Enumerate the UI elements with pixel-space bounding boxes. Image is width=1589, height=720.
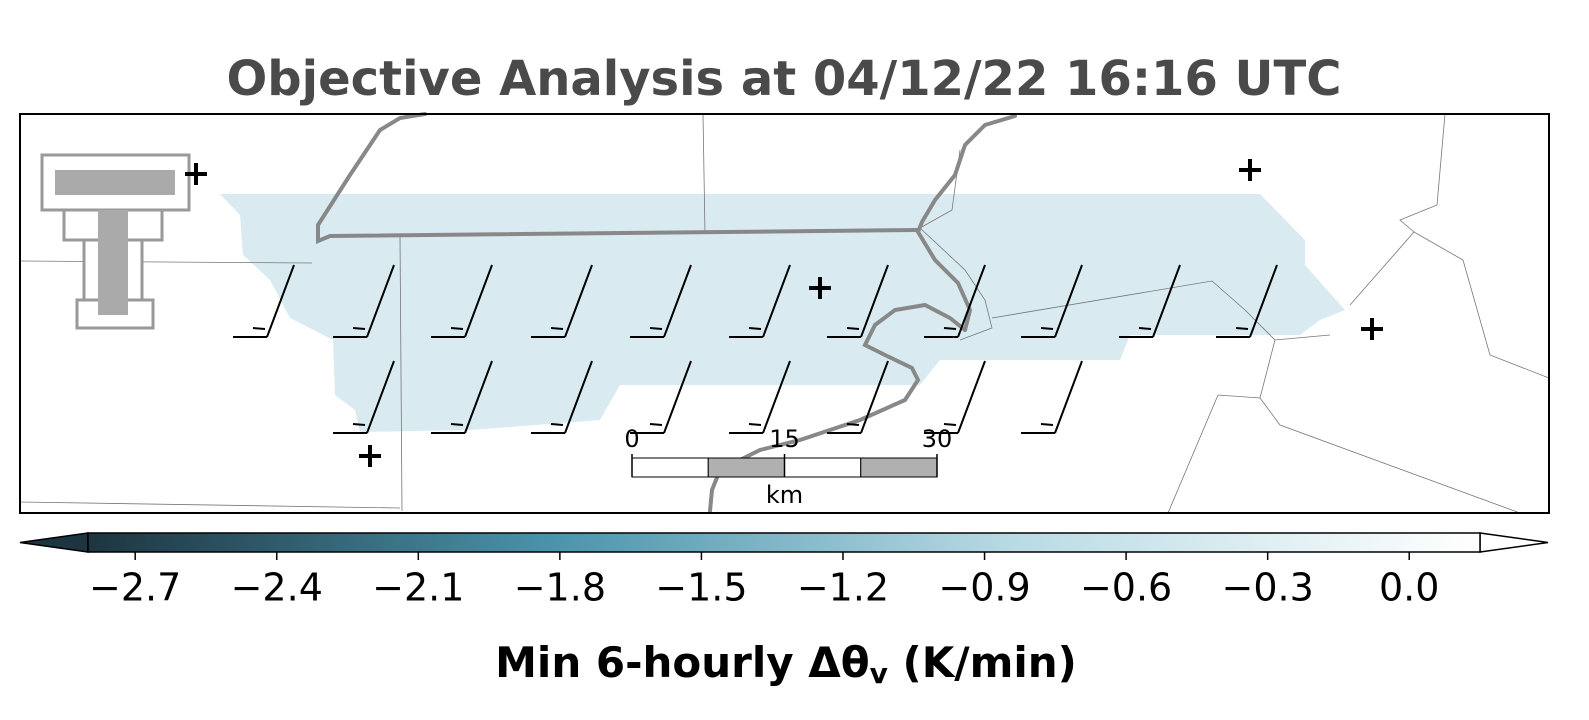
wind-barb <box>333 360 395 434</box>
map-frame <box>19 113 1550 514</box>
wind-barb <box>924 360 986 434</box>
station-markers <box>185 159 1383 467</box>
scale-bar-tick-label: 0 <box>624 425 639 453</box>
scale-bar-segment <box>707 457 785 478</box>
wind-barb <box>431 264 493 338</box>
wind-barbs <box>233 264 1278 434</box>
scale-bar-tick-label: 30 <box>922 425 953 453</box>
wind-barb <box>630 264 692 338</box>
colorbar-tick-label: −1.2 <box>797 566 889 610</box>
county-line <box>1349 113 1446 306</box>
colorbar-label-subscript: v <box>870 657 888 690</box>
colorbar-tick-label: −2.7 <box>89 566 181 610</box>
station-marker <box>1239 159 1261 181</box>
scale-bar-segment <box>631 457 709 478</box>
county-line <box>1167 339 1276 514</box>
wind-barb <box>729 360 791 434</box>
colorbar-tick-label: −1.5 <box>655 566 747 610</box>
station-marker <box>1361 318 1383 340</box>
wind-barb <box>233 264 295 338</box>
wind-barb <box>1119 264 1181 338</box>
scale-bar-segment <box>860 457 938 478</box>
scale-bar-segment <box>784 457 862 478</box>
scale-bar-unit: km <box>766 481 803 509</box>
title: Objective Analysis at 04/12/22 16:16 UTC <box>227 51 1342 107</box>
wind-barb <box>1021 360 1083 434</box>
wind-barb <box>333 264 395 338</box>
colorbar-tick-label: 0.0 <box>1379 566 1439 610</box>
colorbar-label-unit: (K/min) <box>888 638 1077 687</box>
county-line <box>1259 397 1521 514</box>
county-line <box>1413 231 1550 379</box>
road <box>915 114 1017 332</box>
colorbar-tick-label: −1.8 <box>514 566 606 610</box>
wind-barb <box>431 360 493 434</box>
county-line <box>19 501 401 509</box>
wind-barb <box>827 360 889 434</box>
logo-part <box>55 170 175 195</box>
colorbar: −2.7 −2.4 −2.1 −1.8 −1.5 −1.2 −0.9 −0.6 −0.3 0.0 <box>19 532 1549 610</box>
county-line <box>702 113 706 235</box>
wind-barb <box>630 360 692 434</box>
logo <box>40 153 191 330</box>
station-marker <box>809 277 831 299</box>
county-lines <box>19 113 1550 514</box>
map: 0 15 30 km <box>19 112 1550 514</box>
station-marker <box>359 445 381 467</box>
logo-part <box>98 210 128 315</box>
colorbar-extend-high <box>1479 532 1549 553</box>
colorbar-tick-label: −2.1 <box>372 566 464 610</box>
county-line <box>991 280 1331 341</box>
road <box>316 112 920 244</box>
county-line <box>919 149 993 341</box>
wind-barb <box>924 264 986 338</box>
colorbar-body <box>87 532 1481 553</box>
shaded-region <box>220 194 1345 432</box>
station-marker <box>185 163 207 185</box>
wind-barb <box>531 360 593 434</box>
wind-barb <box>531 264 593 338</box>
wind-barb <box>827 264 889 338</box>
wind-barb <box>1021 264 1083 338</box>
colorbar-tick-label: −0.6 <box>1080 566 1172 610</box>
colorbar-label-main: Min 6-hourly Δθ <box>495 638 870 687</box>
colorbar-extend-low <box>19 532 89 553</box>
county-line <box>19 260 313 264</box>
county-line <box>399 235 403 512</box>
colorbar-label: Min 6-hourly Δθv (K/min) <box>495 638 1077 691</box>
colorbar-tick-label: −2.4 <box>231 566 323 610</box>
scale-bar-tick-label: 15 <box>769 425 800 453</box>
scale-bar: 0 15 30 km <box>624 425 952 509</box>
wind-barb <box>1216 264 1278 338</box>
colorbar-tick-label: −0.3 <box>1222 566 1314 610</box>
colorbar-tick-label: −0.9 <box>938 566 1030 610</box>
wind-barb <box>729 264 791 338</box>
